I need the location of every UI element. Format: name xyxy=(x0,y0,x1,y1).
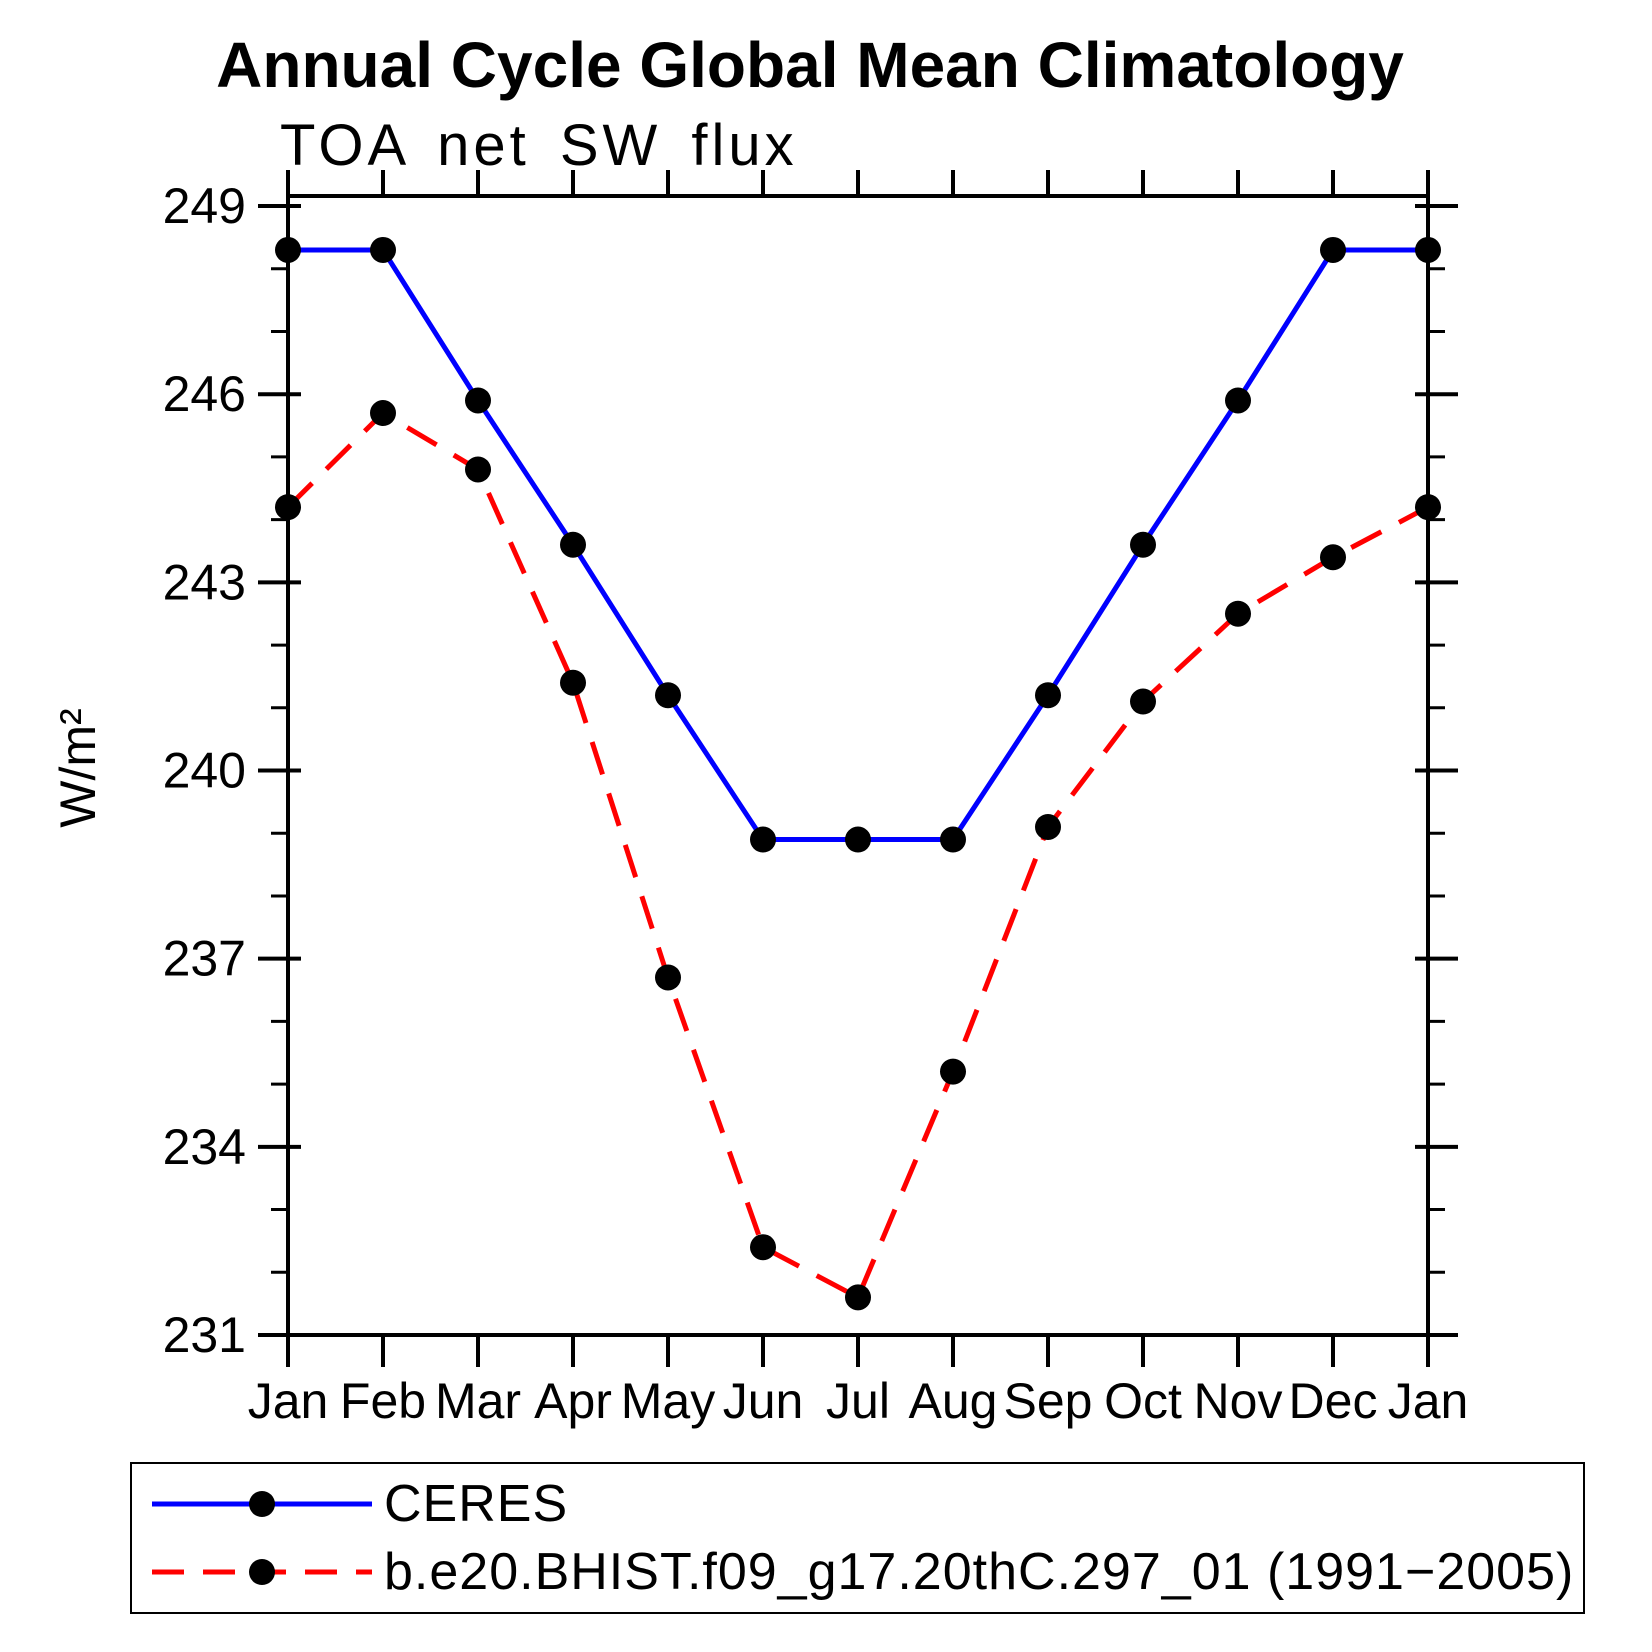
data-point-marker xyxy=(750,826,776,853)
chart-subtitle: TOA net SW flux xyxy=(280,113,798,178)
data-point-marker xyxy=(845,826,871,853)
y-axis-title: W/m² xyxy=(50,708,106,827)
data-point-marker xyxy=(1035,682,1061,709)
x-tick-label: Nov xyxy=(1194,1373,1283,1429)
data-point-marker xyxy=(655,682,681,709)
data-point-marker xyxy=(370,400,396,427)
y-tick-label: 237 xyxy=(163,931,246,987)
data-point-marker xyxy=(465,456,491,483)
data-point-marker xyxy=(465,387,491,414)
legend-label-model: b.e20.BHIST.f09_g17.20thC.297_01 (1991−2… xyxy=(384,1543,1575,1601)
y-tick-label: 234 xyxy=(163,1119,246,1175)
data-point-marker xyxy=(750,1234,776,1261)
data-point-marker xyxy=(560,669,586,696)
data-point-marker xyxy=(1130,531,1156,558)
data-point-marker xyxy=(1225,387,1251,414)
legend-sample-solid-line xyxy=(152,1491,372,1517)
data-point-marker xyxy=(1130,688,1156,715)
data-point-marker xyxy=(275,236,301,263)
x-tick-label: Apr xyxy=(534,1373,612,1429)
x-tick-label: Feb xyxy=(340,1373,426,1429)
x-tick-label: Oct xyxy=(1104,1373,1182,1429)
data-point-marker xyxy=(275,494,301,521)
x-tick-label: Mar xyxy=(435,1373,521,1429)
series-line-0 xyxy=(288,247,1428,843)
data-point-marker xyxy=(1415,494,1441,521)
data-point-marker xyxy=(560,531,586,558)
data-point-marker xyxy=(940,826,966,853)
y-tick-label: 246 xyxy=(163,366,246,422)
x-tick-label: Jul xyxy=(826,1373,890,1429)
y-tick-label: 231 xyxy=(163,1307,246,1363)
legend-sample-dashed-line xyxy=(152,1559,372,1585)
data-point-marker xyxy=(370,236,396,263)
legend-item-ceres: CERES xyxy=(144,1473,1583,1535)
x-tick-label: May xyxy=(621,1373,715,1429)
plot-frame xyxy=(286,194,1430,1337)
x-tick-label: Jun xyxy=(723,1373,804,1429)
series-line-1 xyxy=(286,409,1430,1301)
y-tick-label: 240 xyxy=(163,743,246,799)
data-point-marker xyxy=(940,1058,966,1085)
x-tick-label: Aug xyxy=(909,1373,998,1429)
legend-label-ceres: CERES xyxy=(384,1475,569,1533)
data-point-marker xyxy=(1415,236,1441,263)
legend-item-model: b.e20.BHIST.f09_g17.20thC.297_01 (1991−2… xyxy=(144,1541,1583,1603)
x-tick-label: Dec xyxy=(1289,1373,1378,1429)
x-tick-label: Jan xyxy=(248,1373,329,1429)
chart-title: Annual Cycle Global Mean Climatology xyxy=(216,29,1404,101)
data-point-marker xyxy=(1320,544,1346,571)
x-tick-label: Sep xyxy=(1004,1373,1093,1429)
data-point-marker xyxy=(1035,813,1061,840)
legend-box: CERES b.e20.BHIST.f09_g17.20thC.297_01 (… xyxy=(130,1462,1585,1614)
data-point-marker xyxy=(845,1284,871,1311)
data-point-marker xyxy=(655,964,681,991)
x-tick-label: Jan xyxy=(1388,1373,1469,1429)
y-tick-label: 243 xyxy=(163,554,246,610)
data-point-marker xyxy=(1225,600,1251,627)
y-tick-label: 249 xyxy=(163,178,246,234)
data-point-marker xyxy=(1320,236,1346,263)
